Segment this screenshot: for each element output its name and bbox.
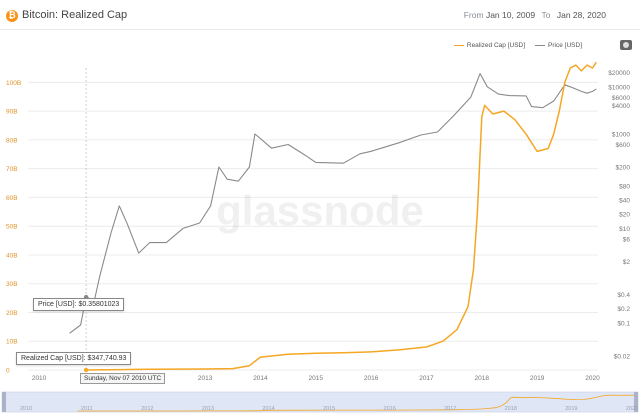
right-axis-tick-label: $2 (623, 259, 631, 266)
legend-label-realized: Realized Cap [USD] (466, 42, 526, 49)
price-series-line (69, 73, 597, 334)
left-axis-tick-label: 40B (6, 252, 18, 259)
legend-label-price: Price [USD] (548, 42, 582, 49)
right-axis-tick-label: $20 (619, 212, 630, 219)
right-axis-tick-label: $6 (623, 236, 631, 243)
to-date[interactable]: Jan 28, 2020 (556, 10, 606, 20)
left-axis-tick-label: 0 (6, 368, 10, 375)
left-axis-tick-label: 50B (6, 224, 18, 231)
right-axis-tick-label: $6000 (612, 95, 630, 102)
legend-item-price[interactable]: Price [USD] (535, 42, 582, 49)
navigator-tick-label: 2015 (323, 406, 335, 412)
navigator-tick-label: 2014 (262, 406, 274, 412)
crosshair-date-label: Sunday, Nov 07 2010 UTC (80, 373, 166, 384)
navigator-tick-label: 2019 (565, 406, 577, 412)
right-axis-tick-label: $200 (616, 164, 631, 171)
chart-header: ₿ Bitcoin: Realized Cap From Jan 10, 200… (0, 0, 640, 30)
navigator-tick-label: 2018 (505, 406, 517, 412)
navigator-tick-label: 2012 (141, 406, 153, 412)
realized-hover-point (83, 367, 89, 373)
x-axis-tick-label: 2017 (419, 375, 434, 382)
navigator-tick-label: 2020 (626, 406, 638, 412)
x-axis-tick-label: 2010 (32, 375, 47, 382)
right-axis-tick-label: $0.4 (617, 292, 630, 299)
navigator-handle-right (634, 392, 638, 412)
right-axis-tick-label: $20000 (608, 70, 630, 77)
navigator-tick-label: 2017 (444, 406, 456, 412)
right-axis-tick-label: $10000 (608, 84, 630, 91)
right-axis-tick-label: $80 (619, 183, 630, 190)
left-axis-tick-label: 70B (6, 166, 18, 173)
left-axis-tick-label: 10B (6, 339, 18, 346)
realized-cap-tooltip: Realized Cap [USD]: $347,740.93 (16, 352, 132, 365)
x-axis-tick-label: 2015 (309, 375, 324, 382)
navigator-handle-left (2, 392, 6, 412)
navigator-tick-label: 2016 (384, 406, 396, 412)
to-label: To (541, 10, 551, 20)
chart-title: Bitcoin: Realized Cap (22, 9, 128, 21)
navigator-track (1, 391, 639, 413)
left-axis-tick-label: 30B (6, 281, 18, 288)
watermark-text: glassnode (216, 187, 424, 234)
legend-item-realized-cap[interactable]: Realized Cap [USD] (453, 42, 526, 49)
left-axis-tick-label: 100B (6, 80, 21, 87)
x-axis-tick-label: 2019 (530, 375, 545, 382)
header-divider (0, 29, 640, 30)
bitcoin-icon: ₿ (6, 10, 18, 22)
chart-svg[interactable]: 0 10B 20B 30B 40B 50B 60B 70B 80B 90B 100B $0.02 $0.… (0, 30, 640, 420)
from-date[interactable]: Jan 10, 2009 (485, 10, 536, 20)
date-range[interactable]: From Jan 10, 2009 To Jan 28, 2020 (464, 10, 606, 20)
right-axis-tick-label: $0.2 (617, 306, 630, 313)
x-axis-tick-label: 2016 (364, 375, 379, 382)
left-axis-tick-label: 90B (6, 109, 18, 116)
right-axis-tick-label: $4000 (612, 103, 630, 110)
right-axis-tick-label: $0.02 (614, 353, 631, 360)
legend-swatch-price (535, 44, 546, 47)
x-axis-tick-label: 2014 (253, 375, 268, 382)
left-axis-tick-label: 60B (6, 195, 18, 202)
from-label: From (463, 10, 484, 20)
x-axis-tick-label: 2013 (198, 375, 213, 382)
x-axis-tick-label: 2020 (585, 375, 600, 382)
navigator-tick-label: 2013 (202, 406, 214, 412)
x-axis-tick-label: 2018 (475, 375, 490, 382)
legend-swatch-realized (453, 44, 464, 47)
left-axis-tick-label: 20B (6, 310, 18, 317)
right-axis-tick-label: $40 (619, 197, 630, 204)
right-axis-tick-label: $600 (616, 142, 631, 149)
navigator-series (77, 394, 637, 412)
camera-icon[interactable] (620, 40, 632, 50)
chart-legend: Realized Cap [USD] Price [USD] (453, 42, 582, 49)
price-tooltip: Price [USD]: $0.35801023 (33, 298, 125, 311)
left-axis-tick-label: 80B (6, 137, 18, 144)
right-axis-tick-label: $0.1 (617, 320, 630, 327)
right-axis-tick-label: $1000 (612, 131, 630, 138)
navigator-tick-label: 2010 (20, 406, 32, 412)
realized-cap-series-line (86, 61, 597, 371)
right-axis-tick-label: $10 (619, 226, 630, 233)
navigator-tick-label: 2011 (81, 406, 93, 412)
